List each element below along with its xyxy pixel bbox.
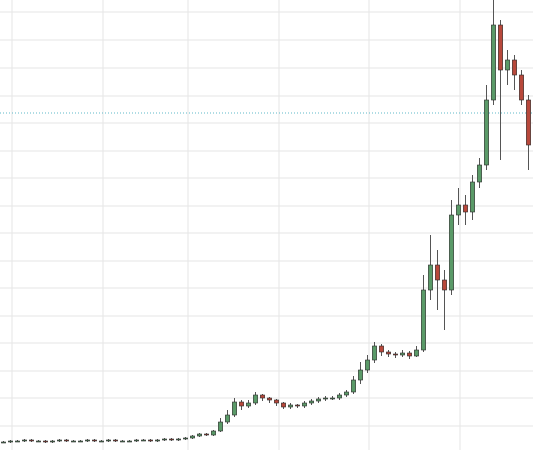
candle-body xyxy=(491,24,496,101)
candle-body xyxy=(1,441,6,444)
candle-body xyxy=(15,440,20,443)
candle-body xyxy=(414,349,419,357)
candle-body xyxy=(498,24,503,71)
candle-body xyxy=(78,440,83,443)
candle-body xyxy=(435,264,440,281)
candle-body xyxy=(162,438,167,441)
candle-body xyxy=(183,437,188,440)
candle-body xyxy=(246,402,251,407)
candle-body xyxy=(239,401,244,407)
candle-body xyxy=(386,351,391,355)
candle-body xyxy=(309,400,314,404)
candle-body xyxy=(456,204,461,216)
candle-body xyxy=(302,402,307,407)
candle-body xyxy=(267,397,272,401)
candle-body xyxy=(204,433,209,436)
candle-body xyxy=(365,359,370,371)
candle-body xyxy=(176,438,181,441)
candle-body xyxy=(225,414,230,423)
candle-body xyxy=(512,59,517,76)
candle-body xyxy=(344,391,349,396)
candle-body xyxy=(393,353,398,356)
candle-body xyxy=(57,439,62,442)
candle-body xyxy=(463,204,468,213)
candle-body xyxy=(260,394,265,399)
candle-body xyxy=(8,440,13,443)
candle-body xyxy=(169,438,174,441)
candle-body xyxy=(519,74,524,101)
candle-body xyxy=(99,440,104,443)
candle-body xyxy=(64,439,69,442)
candle-body xyxy=(526,99,531,146)
candle-body xyxy=(288,404,293,408)
candle-body xyxy=(120,440,125,443)
candle-body xyxy=(85,439,90,442)
candle-body xyxy=(400,352,405,356)
candle-body xyxy=(323,397,328,400)
candle-body xyxy=(330,397,335,400)
candle-body xyxy=(351,379,356,393)
candle-body xyxy=(113,439,118,442)
candle-body xyxy=(190,435,195,439)
candle-body xyxy=(470,181,475,213)
candle-body xyxy=(106,439,111,442)
candle-body xyxy=(155,439,160,442)
candle-body xyxy=(92,439,97,442)
candle-body xyxy=(358,369,363,381)
candle-body xyxy=(484,99,489,166)
candle-body xyxy=(281,402,286,408)
candle-body xyxy=(127,440,132,443)
candle-body xyxy=(50,440,55,443)
candle-body xyxy=(295,404,300,407)
candle-body xyxy=(218,421,223,432)
candle-body xyxy=(379,345,384,353)
candle-body xyxy=(71,440,76,443)
candle-body xyxy=(232,401,237,416)
candle-body xyxy=(197,433,202,437)
candle-body xyxy=(337,394,342,399)
candle-body xyxy=(505,59,510,71)
candle-body xyxy=(253,394,258,404)
candle-body xyxy=(148,439,153,442)
candle-body xyxy=(274,399,279,404)
candle-body xyxy=(449,214,454,291)
candle-body xyxy=(141,439,146,442)
candle-body xyxy=(36,440,41,443)
candle-body xyxy=(211,430,216,436)
candle-body xyxy=(428,264,433,291)
candle-body xyxy=(407,352,412,357)
candle-body xyxy=(421,289,426,351)
candle-body xyxy=(316,398,321,402)
candle-body xyxy=(134,439,139,442)
candle-body xyxy=(372,345,377,361)
candle-body xyxy=(43,440,48,443)
candle-body xyxy=(29,439,34,442)
candle-body xyxy=(442,279,447,291)
candle-body xyxy=(477,164,482,183)
candle-body xyxy=(22,439,27,442)
